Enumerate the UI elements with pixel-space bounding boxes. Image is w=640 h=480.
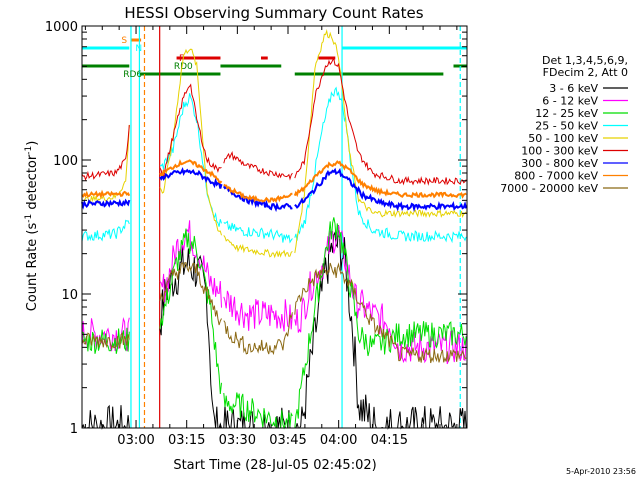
series-12-25-kev — [81, 217, 467, 430]
y-tick-label: 100 — [53, 154, 78, 169]
y-tick-label: 10 — [61, 288, 78, 303]
legend-label: 100 - 300 keV — [521, 145, 598, 158]
y-axis-label: Count Rate (s-1 detector-1) — [24, 141, 40, 312]
y-axis-label-sup2: -1 — [24, 146, 34, 155]
legend-label: 7000 - 20000 keV — [500, 182, 598, 195]
legend-label: 3 - 6 keV — [549, 82, 598, 95]
legend-label: 800 - 7000 keV — [514, 170, 598, 183]
y-axis-label-sup1: -1 — [24, 214, 34, 223]
series-25-50-kev — [81, 86, 467, 244]
y-axis-ticks: 1 10 100 1000 — [45, 20, 467, 437]
flag-label-n: N — [135, 44, 142, 54]
legend-title: Det 1,3,4,5,6,9, — [542, 54, 628, 67]
y-tick-label: 1 — [70, 422, 78, 437]
x-tick-label: 04:15 — [371, 433, 408, 448]
series-50-100-kev — [81, 29, 467, 259]
flag-label-rd6: RD6 — [123, 70, 142, 80]
chart-title: HESSI Observing Summary Count Rates — [124, 4, 423, 22]
legend-label: 300 - 800 keV — [521, 157, 598, 170]
y-axis-label-end: ) — [25, 141, 40, 146]
flag-label-s: S — [121, 36, 127, 46]
legend-label: 6 - 12 keV — [542, 95, 598, 108]
legend-label: 25 - 50 keV — [535, 120, 598, 133]
legend-label: 12 - 25 keV — [535, 107, 598, 120]
x-tick-label: 04:00 — [320, 433, 357, 448]
series-800-7000-kev — [81, 159, 467, 203]
y-tick-label: 1000 — [45, 20, 78, 35]
y-axis-label-main: Count Rate (s — [25, 223, 40, 312]
flag-label-f: F — [179, 54, 184, 64]
legend-label: 50 - 100 keV — [528, 132, 598, 145]
x-tick-label: 03:30 — [219, 433, 256, 448]
x-axis-label: Start Time (28-Jul-05 02:45:02) — [173, 458, 376, 473]
y-axis-label-mid: detector — [25, 154, 40, 214]
plot-frame — [81, 25, 468, 429]
flag-label-rd0: RD0 — [174, 62, 193, 72]
legend-title: FDecim 2, Att 0 — [543, 66, 628, 79]
x-tick-label: 03:45 — [269, 433, 306, 448]
series-7000-20000-kev — [81, 262, 467, 364]
x-tick-label: 03:15 — [168, 433, 205, 448]
legend: Det 1,3,4,5,6,9,FDecim 2, Att 0 3 - 6 keV… — [500, 54, 628, 195]
x-tick-label: 03:00 — [117, 433, 154, 448]
series-100-300-kev — [81, 57, 467, 186]
x-axis-ticks: 03:00 03:15 03:30 03:45 04:00 04:15 — [84, 26, 458, 448]
footer-timestamp: 5-Apr-2010 23:56 — [566, 467, 636, 476]
series-300-800-kev — [81, 167, 468, 213]
